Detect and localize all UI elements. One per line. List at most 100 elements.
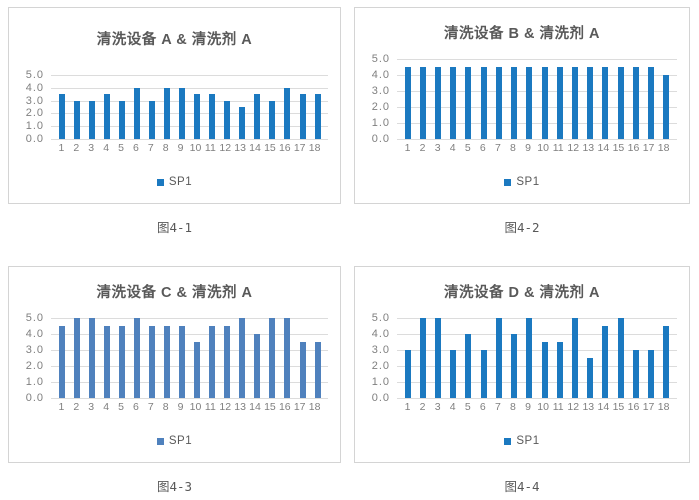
bar [587,358,594,398]
bar-cell [507,318,522,398]
bar-cell [280,318,295,398]
legend-label: SP1 [516,176,540,188]
gridline [397,366,677,367]
bar-cell [644,59,659,139]
x-tick-label: 3 [434,401,441,413]
bar [269,318,276,398]
y-tick-label: 5.0 [25,312,44,324]
bar [648,67,655,139]
x-axis: 1 2 3 4 5 6 7 8 9 10 11 12 13 14 15 16 17 18 [397,401,674,413]
legend: SP1 [11,176,338,188]
gridline [397,382,677,383]
x-tick-label: 10 [189,401,202,413]
bar-cell [310,318,325,398]
bar [133,318,140,398]
bar-cell [461,59,476,139]
bar [58,94,65,139]
plot-area [51,318,328,399]
bar [419,67,426,139]
bar-cell [491,59,506,139]
bar-cell [415,318,430,398]
gridline [51,382,328,383]
bar-cell [205,75,220,139]
bar [632,350,639,398]
bar-cell [220,75,235,139]
x-tick-label: 1 [58,401,65,413]
bar-cell [295,75,310,139]
bar-cell [446,59,461,139]
gridline [397,123,677,124]
y-axis: 5.0 4.0 3.0 2.0 1.0 0.0 [357,53,397,145]
bar-cell [84,75,99,139]
x-tick-label: 16 [627,142,640,154]
bar [224,326,231,398]
bar [148,100,155,139]
bar [526,67,533,139]
x-tick-label: 7 [147,142,154,154]
bar-cell [99,75,114,139]
x-tick-label: 12 [219,401,232,413]
gridline [51,334,328,335]
bar [495,318,502,398]
bar [435,67,442,139]
bar-cell [144,318,159,398]
bar-cell [114,318,129,398]
gridline [397,59,677,60]
x-tick-label: 16 [278,401,291,413]
bar [239,318,246,398]
bar [541,342,548,398]
bar [103,94,110,139]
x-tick-label: 2 [73,401,80,413]
plot-wrap: 5.0 4.0 3.0 2.0 1.0 0.0 [11,69,328,145]
bar-cell [69,75,84,139]
x-tick-label: 4 [103,142,110,154]
bar [526,318,533,398]
bar-cell [628,59,643,139]
bar-cell [659,318,674,398]
bar-cell [628,318,643,398]
x-tick-label: 1 [58,142,65,154]
bar [254,334,261,398]
x-tick-label: 5 [464,401,471,413]
y-tick-label: 2.0 [371,101,390,113]
bar [88,100,95,139]
x-tick-label: 18 [657,401,670,413]
gridline [397,91,677,92]
bar-cell [220,318,235,398]
bar-cell [461,318,476,398]
gridline [51,350,328,351]
x-tick-label: 15 [612,401,625,413]
bar-cell [537,318,552,398]
gridline [51,87,328,89]
plot-wrap: 5.0 4.0 3.0 2.0 1.0 0.0 [11,312,328,404]
bar [587,67,594,139]
gridline [51,75,328,76]
x-tick-label: 12 [219,142,232,154]
bar [541,67,548,139]
x-tick-label: 6 [132,401,139,413]
x-tick-label: 8 [510,401,516,413]
bar [194,94,201,139]
bar [284,318,291,398]
bar-series [400,59,674,139]
y-tick-label: 1.0 [371,117,390,129]
bar-cell [159,318,174,398]
bar-cell [400,318,415,398]
x-tick-label: 4 [103,401,110,413]
x-tick-label: 10 [537,401,549,413]
bar-series [54,318,325,398]
gridline [397,139,677,140]
bar-cell [507,59,522,139]
bar [163,87,170,139]
x-tick-label: 3 [88,142,95,154]
bar [450,67,457,139]
bar-cell [235,75,250,139]
bar-cell [114,75,129,139]
bar [617,318,624,398]
bar [163,326,170,398]
bar [572,318,579,398]
